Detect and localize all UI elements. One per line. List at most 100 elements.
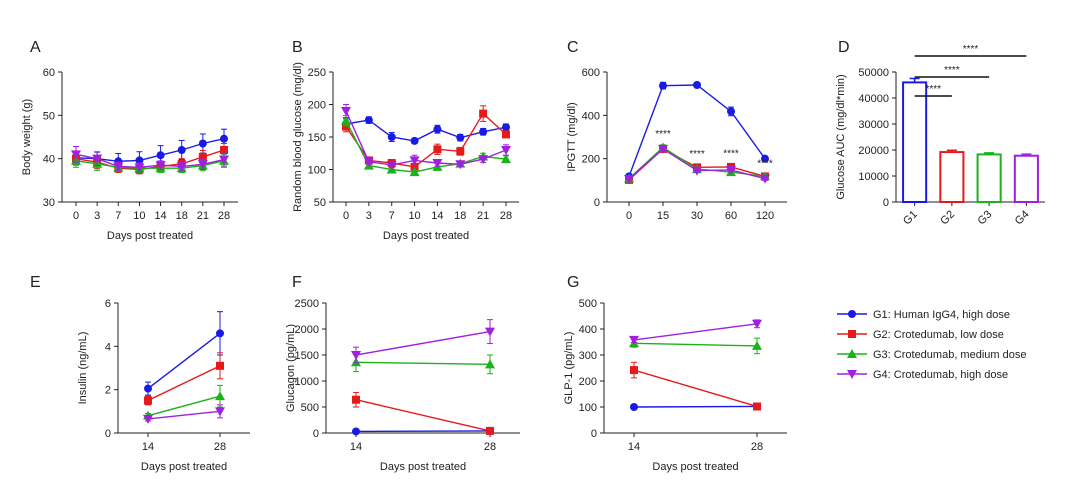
data-point bbox=[386, 160, 397, 170]
series-line bbox=[75, 160, 225, 169]
significance-label: **** bbox=[944, 65, 960, 76]
x-tick-label: 15 bbox=[657, 210, 669, 222]
data-point bbox=[432, 159, 443, 168]
y-tick-label: 0 bbox=[591, 428, 597, 440]
x-tick-label: 120 bbox=[756, 210, 774, 222]
data-point bbox=[135, 156, 144, 165]
y-tick-label: 2000 bbox=[295, 324, 319, 336]
x-tick-label: 10 bbox=[133, 210, 145, 222]
x-tick-label: 28 bbox=[751, 441, 763, 453]
data-point bbox=[143, 414, 153, 424]
panel-c: C 0 200 400 600 IPGTT (mg/dl) 0 15 30 60 120 **** **… bbox=[566, 39, 787, 222]
data-point bbox=[501, 154, 511, 164]
data-point bbox=[341, 115, 351, 125]
x-tick-label: 7 bbox=[115, 210, 121, 222]
series-line bbox=[628, 84, 766, 177]
series-g3 bbox=[341, 115, 511, 177]
x-tick-label: 30 bbox=[691, 210, 703, 222]
significance-label: **** bbox=[723, 149, 739, 160]
x-tick-label: 0 bbox=[73, 210, 79, 222]
y-axis-label: Insulin (ng/mL) bbox=[77, 332, 89, 405]
legend-item: G2: Crotedumab, low dose bbox=[837, 329, 1004, 341]
panel-letter: B bbox=[292, 39, 303, 56]
data-point bbox=[198, 152, 207, 161]
y-tick-label: 60 bbox=[43, 67, 55, 79]
data-point bbox=[387, 133, 396, 141]
panel-letter: A bbox=[30, 39, 41, 56]
data-point bbox=[220, 134, 228, 143]
legend-item: G3: Crotedumab, medium dose bbox=[837, 349, 1026, 361]
bar bbox=[939, 151, 965, 203]
data-point bbox=[658, 144, 668, 154]
data-point bbox=[659, 81, 667, 90]
series-g4 bbox=[351, 319, 495, 364]
y-tick-label: 50000 bbox=[858, 67, 889, 79]
legend-item: G1: Human IgG4, high dose bbox=[837, 309, 1010, 321]
series-g4 bbox=[629, 319, 762, 345]
y-tick-label: 30000 bbox=[858, 119, 889, 131]
data-point bbox=[456, 133, 465, 142]
data-point bbox=[752, 319, 762, 329]
y-tick-label: 0 bbox=[105, 428, 111, 440]
y-tick-label: 500 bbox=[301, 402, 319, 414]
series-g4 bbox=[624, 144, 770, 185]
x-axis-label: Days post treated bbox=[383, 230, 469, 242]
panel-letter: E bbox=[30, 274, 41, 291]
data-point bbox=[341, 107, 351, 116]
x-tick-label: 28 bbox=[218, 210, 230, 222]
y-tick-label: 0 bbox=[594, 197, 600, 209]
series-line bbox=[633, 342, 758, 347]
panel-d: D 0 10000 20000 30000 40000 50000 Glucose AUC (… bbox=[835, 39, 1045, 227]
y-tick-label: 10000 bbox=[858, 171, 889, 183]
data-point bbox=[176, 162, 187, 172]
data-point bbox=[156, 151, 165, 160]
x-tick-label: 14 bbox=[154, 210, 166, 222]
y-tick-label: 400 bbox=[582, 110, 600, 122]
data-point bbox=[479, 127, 488, 136]
data-point bbox=[726, 165, 736, 175]
data-point bbox=[485, 359, 495, 369]
panel-a: A 30 40 50 60 Body weight (g) 0 3 7 10 14 18 21 28 Day… bbox=[21, 39, 238, 242]
series-line bbox=[355, 430, 491, 433]
data-point bbox=[624, 175, 634, 185]
series-g2 bbox=[144, 352, 224, 406]
x-tick-label: 28 bbox=[214, 441, 226, 453]
data-point bbox=[364, 116, 373, 125]
data-point bbox=[215, 407, 225, 417]
data-point bbox=[409, 167, 420, 177]
series-g4 bbox=[341, 104, 511, 170]
x-tick-label: G4 bbox=[1013, 208, 1032, 227]
data-point bbox=[501, 146, 511, 155]
series-line bbox=[147, 395, 221, 417]
y-tick-label: 500 bbox=[579, 298, 597, 310]
data-point bbox=[630, 403, 638, 411]
series-line bbox=[345, 120, 507, 173]
x-tick-label: 14 bbox=[431, 210, 443, 222]
data-point bbox=[351, 351, 361, 360]
y-tick-label: 600 bbox=[582, 67, 600, 79]
panel-f: F 0 500 1000 1500 2000 2500 Glucagon (pg/mL) 14 2… bbox=[285, 274, 520, 473]
series-g3 bbox=[629, 337, 762, 355]
legend-marker bbox=[847, 370, 857, 379]
x-tick-label: 18 bbox=[454, 210, 466, 222]
x-tick-label: 7 bbox=[389, 210, 395, 222]
x-tick-label: 10 bbox=[408, 210, 420, 222]
y-tick-label: 40 bbox=[43, 154, 55, 166]
panel-g: G 0 100 200 300 400 500 GLP-1 (pg/mL) 14 28 Days p… bbox=[563, 274, 787, 473]
series-g2 bbox=[630, 361, 761, 411]
panel-letter: C bbox=[567, 39, 579, 56]
x-axis-label: Days post treated bbox=[380, 461, 466, 473]
y-axis-label: GLP-1 (pg/mL) bbox=[563, 332, 575, 405]
series-line bbox=[147, 410, 221, 420]
x-tick-label: 21 bbox=[197, 210, 209, 222]
legend-label: G3: Crotedumab, medium dose bbox=[873, 349, 1026, 361]
series-line bbox=[345, 110, 507, 166]
y-tick-label: 200 bbox=[308, 100, 326, 112]
significance-label: **** bbox=[757, 159, 773, 170]
y-tick-label: 100 bbox=[308, 165, 326, 177]
data-point bbox=[71, 150, 81, 160]
legend-marker bbox=[847, 349, 857, 358]
series-g3 bbox=[351, 352, 495, 375]
data-point bbox=[220, 146, 228, 154]
